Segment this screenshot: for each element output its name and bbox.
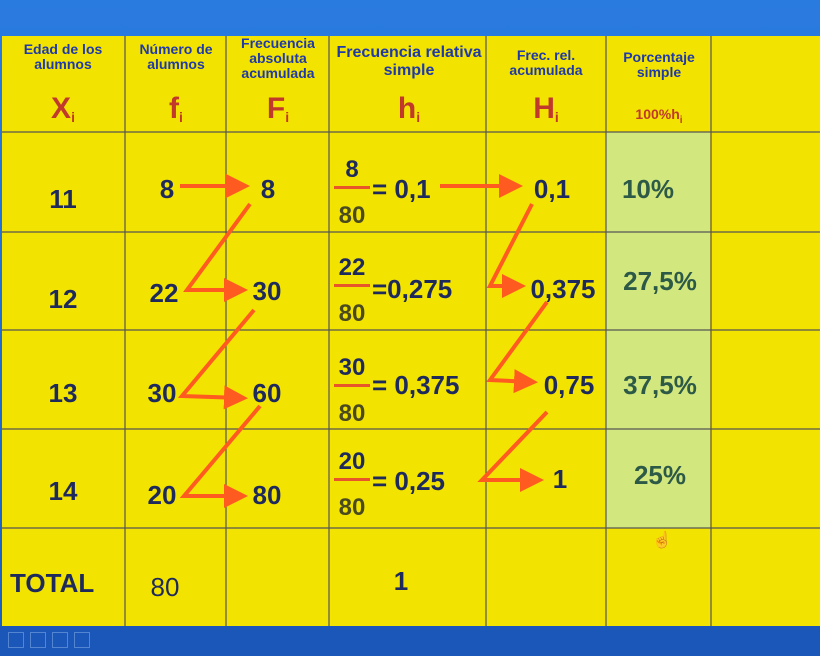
header-pct: Porcentaje simple	[623, 49, 695, 80]
age-cell: 13	[48, 378, 78, 408]
header-count: Número de alumnos	[139, 41, 213, 72]
arrow	[486, 300, 549, 394]
header-age: Edad de los alumnos	[23, 41, 103, 72]
arrow	[486, 203, 534, 298]
h-cell: = 0,25	[372, 466, 446, 496]
H-cell: 0,1	[533, 174, 571, 204]
fraction-denominator: 80	[338, 494, 366, 521]
F-cell: 80	[252, 480, 282, 510]
f-cell: 20	[147, 480, 177, 510]
F-cell: 60	[252, 378, 282, 408]
header-rel-cum: Frec. rel. acumulada	[509, 47, 583, 78]
symbol-pct: 100%hi	[635, 106, 683, 126]
pct-cell: 27,5%	[623, 266, 697, 296]
symbol-h: hi	[397, 92, 421, 125]
f-cell: 8	[159, 174, 175, 204]
arrow	[477, 410, 549, 492]
F-cell: 30	[252, 276, 282, 306]
symbol-H: Hi	[533, 92, 559, 125]
h-cell: = 0,375	[372, 370, 460, 400]
f-cell: 22	[149, 278, 179, 308]
h-cell: =0,275	[372, 274, 453, 304]
symbol-F: Fi	[266, 92, 290, 125]
H-cell: 0,75	[543, 370, 595, 400]
fraction-bar	[334, 284, 370, 287]
hand-cursor-icon: ☝	[652, 532, 672, 549]
pct-cell: 37,5%	[623, 370, 697, 400]
age-cell: 12	[48, 284, 78, 314]
fraction-bar	[334, 186, 370, 189]
pct-cell: 25%	[633, 460, 687, 490]
fraction-numerator: 20	[338, 448, 366, 475]
fraction-numerator: 8	[345, 156, 359, 183]
fraction-bar	[334, 478, 370, 481]
age-cell: 14	[48, 476, 78, 506]
fraction-numerator: 22	[338, 254, 366, 281]
total-f: 80	[150, 572, 180, 602]
total-h: 1	[393, 566, 409, 596]
player-toolbar	[0, 626, 820, 656]
table-grid	[2, 36, 820, 626]
H-cell: 1	[552, 464, 568, 494]
arrow	[177, 308, 256, 410]
header-rel: Frecuencia relativa simple	[336, 44, 482, 79]
H-cell: 0,375	[530, 274, 596, 304]
forward-icon[interactable]	[74, 632, 90, 648]
menu-icon[interactable]	[52, 632, 68, 648]
f-cell: 30	[147, 378, 177, 408]
arrow	[183, 202, 252, 302]
symbol-f: fi	[169, 92, 183, 125]
fraction-numerator: 30	[338, 354, 366, 381]
frequency-table: Edad de los alumnos Número de alumnos Fr…	[2, 36, 820, 626]
F-cell: 8	[260, 174, 276, 204]
header-abs-cum: Frecuencia absoluta acumulada	[241, 35, 315, 81]
fraction-bar	[334, 384, 370, 387]
total-label: TOTAL	[10, 568, 95, 598]
pen-icon[interactable]	[30, 632, 46, 648]
age-cell: 11	[49, 184, 77, 214]
arrow	[179, 404, 262, 508]
fraction-denominator: 80	[338, 202, 366, 229]
back-icon[interactable]	[8, 632, 24, 648]
h-cell: = 0,1	[372, 174, 431, 204]
pct-cell: 10%	[621, 174, 675, 204]
fraction-denominator: 80	[338, 400, 366, 427]
fraction-denominator: 80	[338, 300, 366, 327]
symbol-x: Xi	[51, 92, 75, 125]
